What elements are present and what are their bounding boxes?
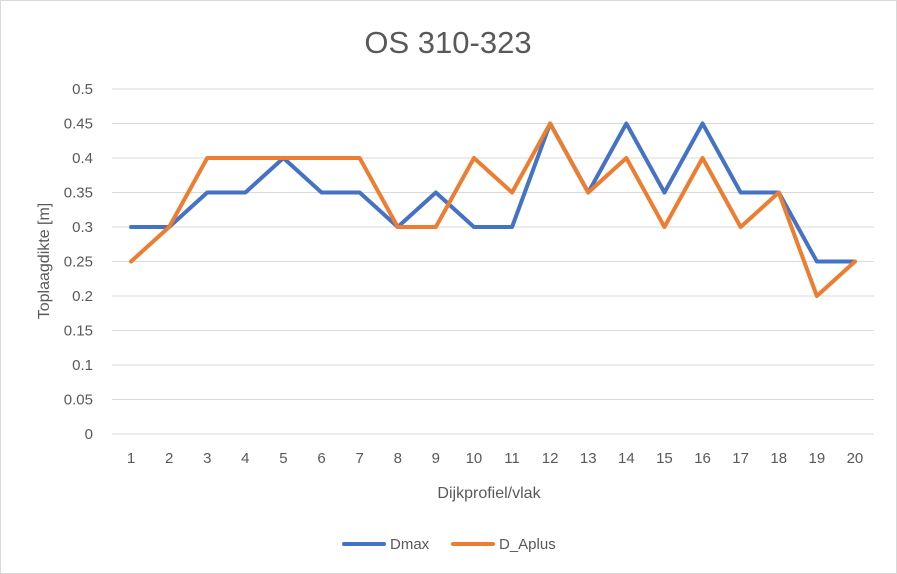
y-tick-label: 0.25: [64, 254, 93, 271]
gridlines: [112, 88, 874, 400]
x-tick-label: 12: [542, 450, 559, 467]
y-tick-label: 0.3: [72, 219, 93, 236]
x-tick-label: 1: [127, 450, 135, 467]
x-tick-label: 2: [165, 450, 173, 467]
x-tick-label: 11: [504, 450, 520, 467]
y-tick-label: 0.5: [72, 81, 93, 98]
series-line-dmax: [129, 121, 857, 264]
x-tick-label: 8: [394, 450, 402, 467]
x-tick-label: 3: [203, 450, 211, 467]
legend: Dmax D_Aplus: [342, 536, 556, 553]
legend-label: Dmax: [390, 536, 430, 553]
x-tick-label: 16: [694, 450, 711, 467]
x-tick-label: 20: [847, 450, 864, 467]
y-tick-label: 0.1: [72, 357, 93, 374]
y-tick-label: 0.45: [64, 116, 93, 133]
x-tick-label: 13: [580, 450, 597, 467]
y-tick-label: 0.4: [72, 150, 93, 167]
x-axis-title: Dijkprofiel/vlak: [437, 485, 541, 502]
y-tick-label: 0.05: [64, 392, 93, 409]
y-tick-label: 0.35: [64, 185, 93, 202]
x-tick-label: 10: [466, 450, 483, 467]
y-tick-label: 0.15: [64, 323, 93, 340]
series-line-d-aplus: [129, 121, 857, 298]
chart-title: OS 310-323: [364, 25, 531, 60]
y-tick-label: 0: [85, 426, 93, 443]
x-tick-label: 15: [656, 450, 673, 467]
x-tick-label: 17: [732, 450, 749, 467]
y-axis-tick-labels: 0 0.05 0.1 0.15 0.2 0.25 0.3 0.35 0.4 0.45 0.5: [64, 81, 93, 443]
x-tick-label: 4: [241, 450, 249, 467]
x-tick-label: 7: [355, 450, 363, 467]
x-tick-label: 14: [618, 450, 635, 467]
x-tick-label: 5: [279, 450, 287, 467]
y-axis-title: Toplaagdikte [m]: [36, 203, 53, 320]
legend-label: D_Aplus: [499, 536, 556, 553]
x-tick-label: 19: [809, 450, 826, 467]
x-tick-label: 18: [770, 450, 787, 467]
legend-item: D_Aplus: [451, 536, 556, 553]
series-lines: [129, 121, 857, 298]
legend-item: Dmax: [342, 536, 430, 553]
y-tick-label: 0.2: [72, 288, 93, 305]
x-tick-label: 6: [317, 450, 325, 467]
x-tick-label: 9: [432, 450, 440, 467]
x-axis-tick-labels: 1 2 3 4 5 6 7 8 9 10 11 12 13 14 15 16 17 18 19 20: [127, 450, 863, 467]
